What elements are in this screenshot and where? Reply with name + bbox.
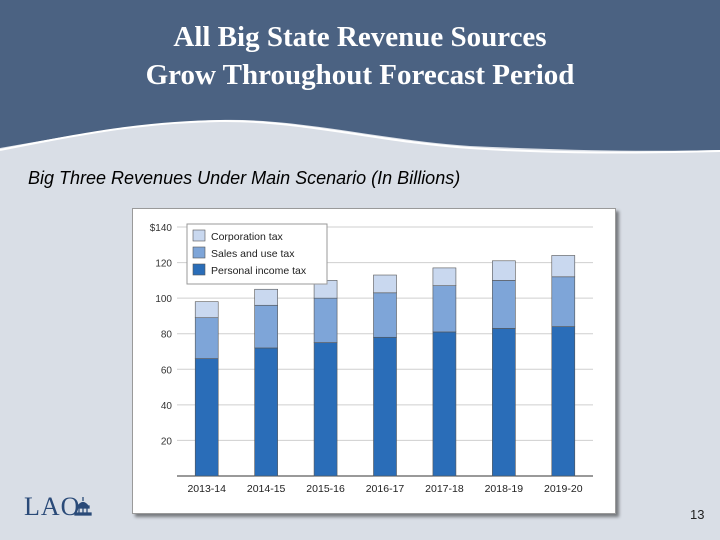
bar-segment bbox=[373, 292, 397, 338]
bar-segment bbox=[373, 336, 397, 477]
bar-segment bbox=[492, 280, 516, 329]
y-tick-label: $140 bbox=[150, 223, 173, 234]
y-tick-label: 120 bbox=[155, 259, 172, 270]
page-number: 13 bbox=[690, 507, 705, 522]
slide-title: All Big State Revenue Sources Grow Throu… bbox=[0, 18, 720, 94]
header-background bbox=[0, 0, 720, 151]
bar-segment bbox=[432, 285, 457, 333]
chart-subtitle: Big Three Revenues Under Main Scenario (… bbox=[28, 168, 461, 188]
bar-segment bbox=[194, 301, 219, 319]
chart-frame: 20 40 60 80 100 120 $140 2013-14 2014-15 2015-16 2… bbox=[132, 208, 616, 514]
y-tick-label: 100 bbox=[155, 294, 172, 305]
title-line-2: Grow Throughout Forecast Period bbox=[145, 59, 575, 91]
y-tick-label: 20 bbox=[161, 436, 173, 447]
y-tick-label: 60 bbox=[161, 365, 173, 376]
bar-segment bbox=[254, 347, 278, 477]
x-tick-label: 2019-20 bbox=[544, 483, 583, 495]
x-tick-label: 2017-18 bbox=[425, 483, 464, 495]
legend-swatch bbox=[192, 246, 206, 259]
bar-segment bbox=[551, 326, 576, 477]
capitol-dome-icon bbox=[74, 497, 92, 516]
x-tick-label: 2015-16 bbox=[306, 483, 345, 495]
y-tick-label: 40 bbox=[161, 401, 173, 412]
x-tick-label: 2014-15 bbox=[247, 483, 286, 495]
lao-logo: LAO bbox=[24, 492, 81, 521]
header-wave-line bbox=[0, 119, 720, 154]
bar-segment bbox=[551, 255, 576, 278]
title-line-1: All Big State Revenue Sources bbox=[173, 21, 547, 53]
bar-segment bbox=[432, 267, 457, 286]
x-tick-label: 2018-19 bbox=[485, 483, 524, 495]
bar-segment bbox=[194, 358, 219, 477]
legend-box bbox=[186, 223, 328, 285]
bar-segment bbox=[313, 342, 338, 477]
legend-label: Sales and use tax bbox=[211, 248, 295, 260]
legend-swatch bbox=[192, 263, 206, 276]
bar-segment bbox=[254, 288, 278, 306]
header-banner: All Big State Revenue Sources Grow Throu… bbox=[0, 0, 720, 160]
bar-segment bbox=[313, 297, 338, 343]
x-tick-label: 2013-14 bbox=[187, 483, 226, 495]
bar-segment bbox=[492, 260, 516, 281]
bar-segment bbox=[254, 304, 278, 349]
legend-label: Personal income tax bbox=[211, 265, 307, 277]
bar-segment bbox=[194, 317, 219, 359]
bar-segment bbox=[492, 328, 516, 477]
x-tick-label: 2016-17 bbox=[366, 483, 405, 495]
bar-segment bbox=[551, 276, 576, 327]
bar-segment bbox=[432, 331, 457, 477]
y-tick-label: 80 bbox=[161, 330, 173, 341]
legend-swatch bbox=[192, 229, 206, 242]
revenue-chart: 20 40 60 80 100 120 $140 2013-14 2014-15 2015-16 2… bbox=[150, 223, 593, 495]
legend-label: Corporation tax bbox=[211, 231, 284, 243]
bar-segment bbox=[373, 274, 397, 294]
